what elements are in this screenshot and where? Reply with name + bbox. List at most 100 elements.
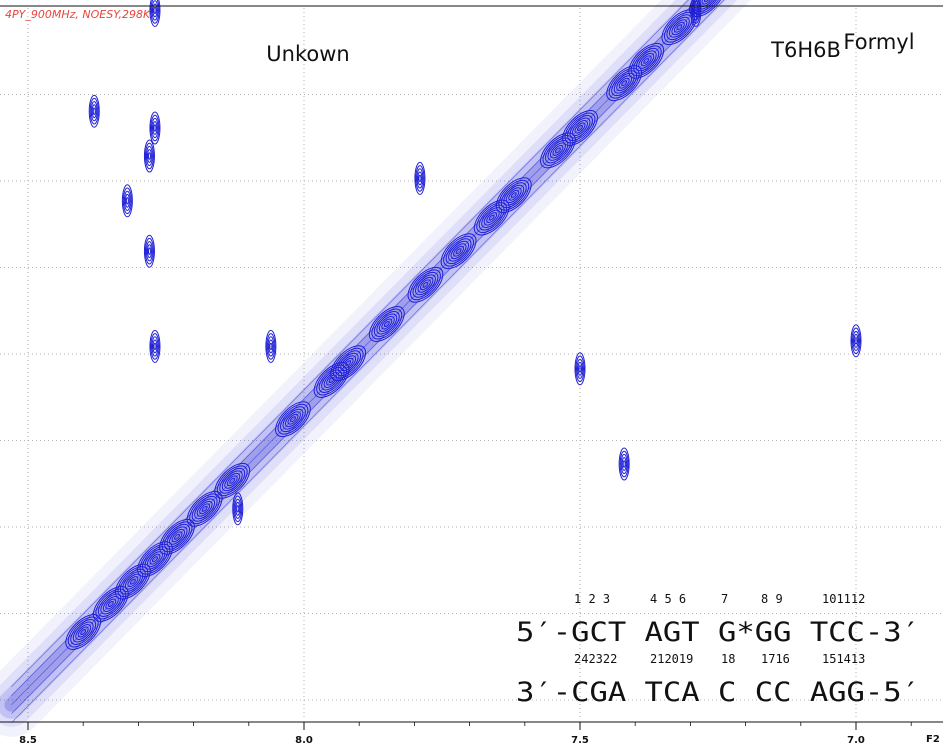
x-axis-ticks: 8.5 8.0 7.5 7.0	[19, 722, 912, 746]
bottom-numbers-3: 18	[721, 652, 735, 666]
cross-peak-9-contour	[124, 193, 130, 208]
diagonal-peak-8-contour	[321, 369, 343, 391]
top-numbers-5: 101112	[822, 592, 865, 606]
cross-peak-15-contour	[575, 355, 585, 383]
bottom-numbers-5: 151413	[822, 652, 865, 666]
cross-peak-10-contour	[144, 237, 154, 265]
cross-peak-13-contour	[619, 450, 629, 478]
diagonal-peak-9-contour	[332, 347, 364, 379]
diagonal-peak-15-contour	[552, 144, 564, 156]
diagonal-peak-12-contour	[453, 245, 465, 257]
diagonal-peak-19-contour	[668, 16, 690, 38]
diagonal-peak-11-contour	[410, 269, 441, 301]
diagonal-peaks	[65, 0, 725, 650]
diagonal-peak-5	[186, 490, 223, 527]
diagonal-peak-18-contour	[640, 55, 652, 67]
cross-peak-14-contour	[691, 0, 701, 24]
cross-peak-15-contour	[577, 361, 583, 376]
diagonal-peak-7-contour	[282, 408, 304, 430]
cross-peak-6-contour	[151, 117, 159, 139]
grid-lines	[0, 8, 943, 720]
diagonal-peak-14-contour	[500, 182, 527, 209]
cross-peak-9-contour	[125, 197, 129, 205]
cross-peak-12-contour	[149, 329, 161, 363]
bottom-numbers-2: 212019	[650, 652, 693, 666]
diagonal-peak-4-contour	[159, 518, 195, 555]
diagonal-peak-7-contour	[285, 411, 301, 428]
diagonal-peak-9-contour	[337, 352, 359, 374]
cross-peak-6	[149, 111, 161, 145]
cross-peak-4	[850, 324, 862, 358]
diagonal-peak-6-contour	[214, 462, 251, 499]
diagonal-peak-0-contour	[77, 626, 89, 638]
diagonal-peak-12-contour	[448, 240, 469, 262]
diagonal-peak-11-contour	[407, 266, 444, 303]
diagonal-peak-0-contour	[80, 629, 87, 635]
diagonal-peak-16-contour	[564, 112, 596, 144]
diagonal-peak-10	[368, 306, 405, 342]
diagonal-peak-10-contour	[376, 313, 398, 335]
cross-peak-12-contour	[150, 333, 160, 360]
cross-peak-6-contour	[150, 114, 160, 142]
diagonal-peak-5-contour	[186, 490, 223, 527]
diagonal-peak-14-contour	[495, 177, 532, 214]
cross-peak-15-contour	[574, 352, 586, 386]
diagonal-peak-20-contour	[694, 0, 720, 13]
top-numbers-4: 8 9	[761, 592, 783, 606]
cross-peak-10	[143, 234, 155, 268]
cross-peak-6-contour	[152, 121, 158, 135]
diagonal-peak-0	[65, 614, 102, 650]
cross-peak-9-contour	[122, 187, 132, 215]
diagonal-peak-12	[440, 233, 477, 270]
cross-peak-15-contour	[576, 358, 584, 379]
diagonal-peak-19-contour	[673, 21, 685, 33]
cross-peak-17-contour	[418, 174, 422, 183]
diagonal-peak-7-contour	[277, 403, 309, 435]
diagonal-peak-18-contour	[643, 57, 650, 64]
cross-peak-17-contour	[414, 161, 426, 195]
diagonal-peak-6-contour	[226, 475, 238, 487]
diagonal-peak-0-contour	[72, 621, 94, 643]
diagonal-peak-17-contour	[621, 80, 628, 87]
diagonal-peak-5-contour	[189, 493, 221, 525]
cross-peak-8-contour	[147, 152, 151, 160]
cross-peak-11-contour	[269, 342, 273, 351]
cross-peak-14-contour	[690, 0, 702, 27]
cross-peak-8-contour	[146, 149, 152, 163]
diagonal-peak-11-contour	[415, 274, 436, 296]
diagonal-peak-6-contour	[224, 472, 241, 489]
diagonal-peak-6	[214, 462, 251, 499]
cross-peak-14-contour	[693, 3, 699, 18]
diagonal-peak-3-contour	[151, 556, 158, 563]
diagonal-peak-6-contour	[216, 465, 248, 497]
diagonal-peak-8-contour	[326, 374, 338, 386]
diagonal-peak-5-contour	[201, 505, 208, 512]
diagonal-peak-16-contour	[562, 110, 598, 146]
diagonal-peak-4-contour	[174, 533, 181, 540]
diagonal-peak-8	[313, 362, 350, 398]
cross-peak-11-contour	[265, 329, 277, 363]
diagonal-peak-7-contour	[289, 416, 296, 423]
top-numbers-1: 1 2 3	[574, 592, 610, 606]
diagonal-peak-11-contour	[422, 281, 429, 288]
cross-peak-5-contour	[151, 0, 159, 21]
diagonal-peak-10-contour	[368, 306, 405, 342]
annotation-t6h6b: T6H6B	[770, 38, 841, 62]
diagonal-peak-19-contour	[666, 14, 693, 41]
annotation-unknown: Unkown	[266, 42, 349, 66]
diagonal-contour-2	[11, 0, 707, 706]
diagonal-peak-5-contour	[191, 495, 218, 522]
diagonal-peak-18-contour	[638, 52, 655, 69]
diagonal-peak-2-contour	[127, 576, 139, 588]
strand-top: 5′-GCT AGT G*GG TCC-3′	[516, 617, 920, 648]
cross-peak-9-contour	[121, 184, 133, 218]
cross-peak-15-contour	[578, 365, 582, 373]
cross-peak-7-contour	[90, 101, 98, 122]
diagonal-peak-14-contour	[505, 187, 522, 204]
diagonal-peak-20-contour	[703, 0, 710, 3]
diagonal-peak-18-contour	[628, 42, 665, 79]
cross-peak-10-contour	[146, 244, 152, 259]
cross-peak-17-contour	[415, 165, 425, 192]
cross-peak-8-contour	[145, 145, 153, 167]
diagonal-peak-12-contour	[440, 233, 477, 270]
